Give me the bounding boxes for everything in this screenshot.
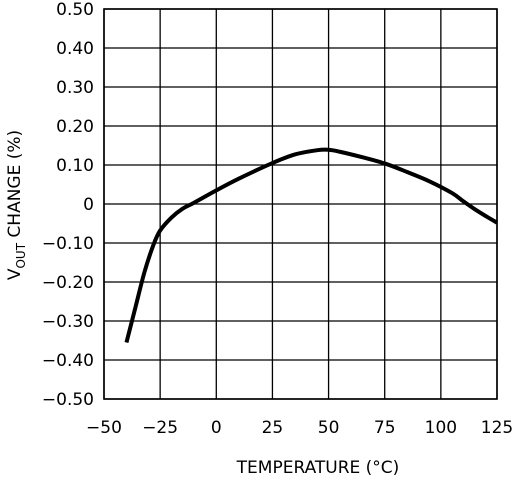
y-tick-label: 0.10 xyxy=(56,156,94,176)
series-layer xyxy=(124,147,499,343)
grid xyxy=(103,8,498,400)
x-tick-label: −50 xyxy=(86,418,122,438)
x-tick-label: 25 xyxy=(262,418,284,438)
series-line xyxy=(124,147,499,343)
y-tick-label: −0.10 xyxy=(42,234,94,254)
x-tick-label: 125 xyxy=(481,418,512,438)
y-tick-label: 0.50 xyxy=(56,0,94,20)
y-tick-label: 0.20 xyxy=(56,117,94,137)
y-axis-title: VOUT CHANGE (%) xyxy=(5,130,28,280)
x-tick-labels: −50 −25 0 25 50 75 100 125 xyxy=(86,418,512,438)
y-axis-title-rest: CHANGE (%) xyxy=(5,130,25,243)
plot-frame xyxy=(103,8,498,400)
y-tick-label: −0.30 xyxy=(42,312,94,332)
x-tick-label: 100 xyxy=(425,418,457,438)
y-axis-title-subscript: OUT xyxy=(14,242,28,268)
y-tick-label: −0.20 xyxy=(42,273,94,293)
y-tick-label: −0.50 xyxy=(42,390,94,410)
y-tick-label: 0.30 xyxy=(56,78,94,98)
x-tick-label: 0 xyxy=(211,418,222,438)
y-tick-label: 0.40 xyxy=(56,39,94,59)
plot-border xyxy=(103,8,498,400)
x-tick-label: 75 xyxy=(374,418,396,438)
y-axis-title-main: V xyxy=(5,268,25,280)
x-tick-label: −25 xyxy=(142,418,178,438)
x-axis-title: TEMPERATURE (°C) xyxy=(236,458,400,478)
x-tick-label: 50 xyxy=(318,418,340,438)
y-tick-label: −0.40 xyxy=(42,351,94,371)
y-tick-label: 0 xyxy=(83,195,94,215)
y-tick-labels: 0.50 0.40 0.30 0.20 0.10 0 −0.10 −0.20 −0.30 −0.4… xyxy=(42,0,94,410)
